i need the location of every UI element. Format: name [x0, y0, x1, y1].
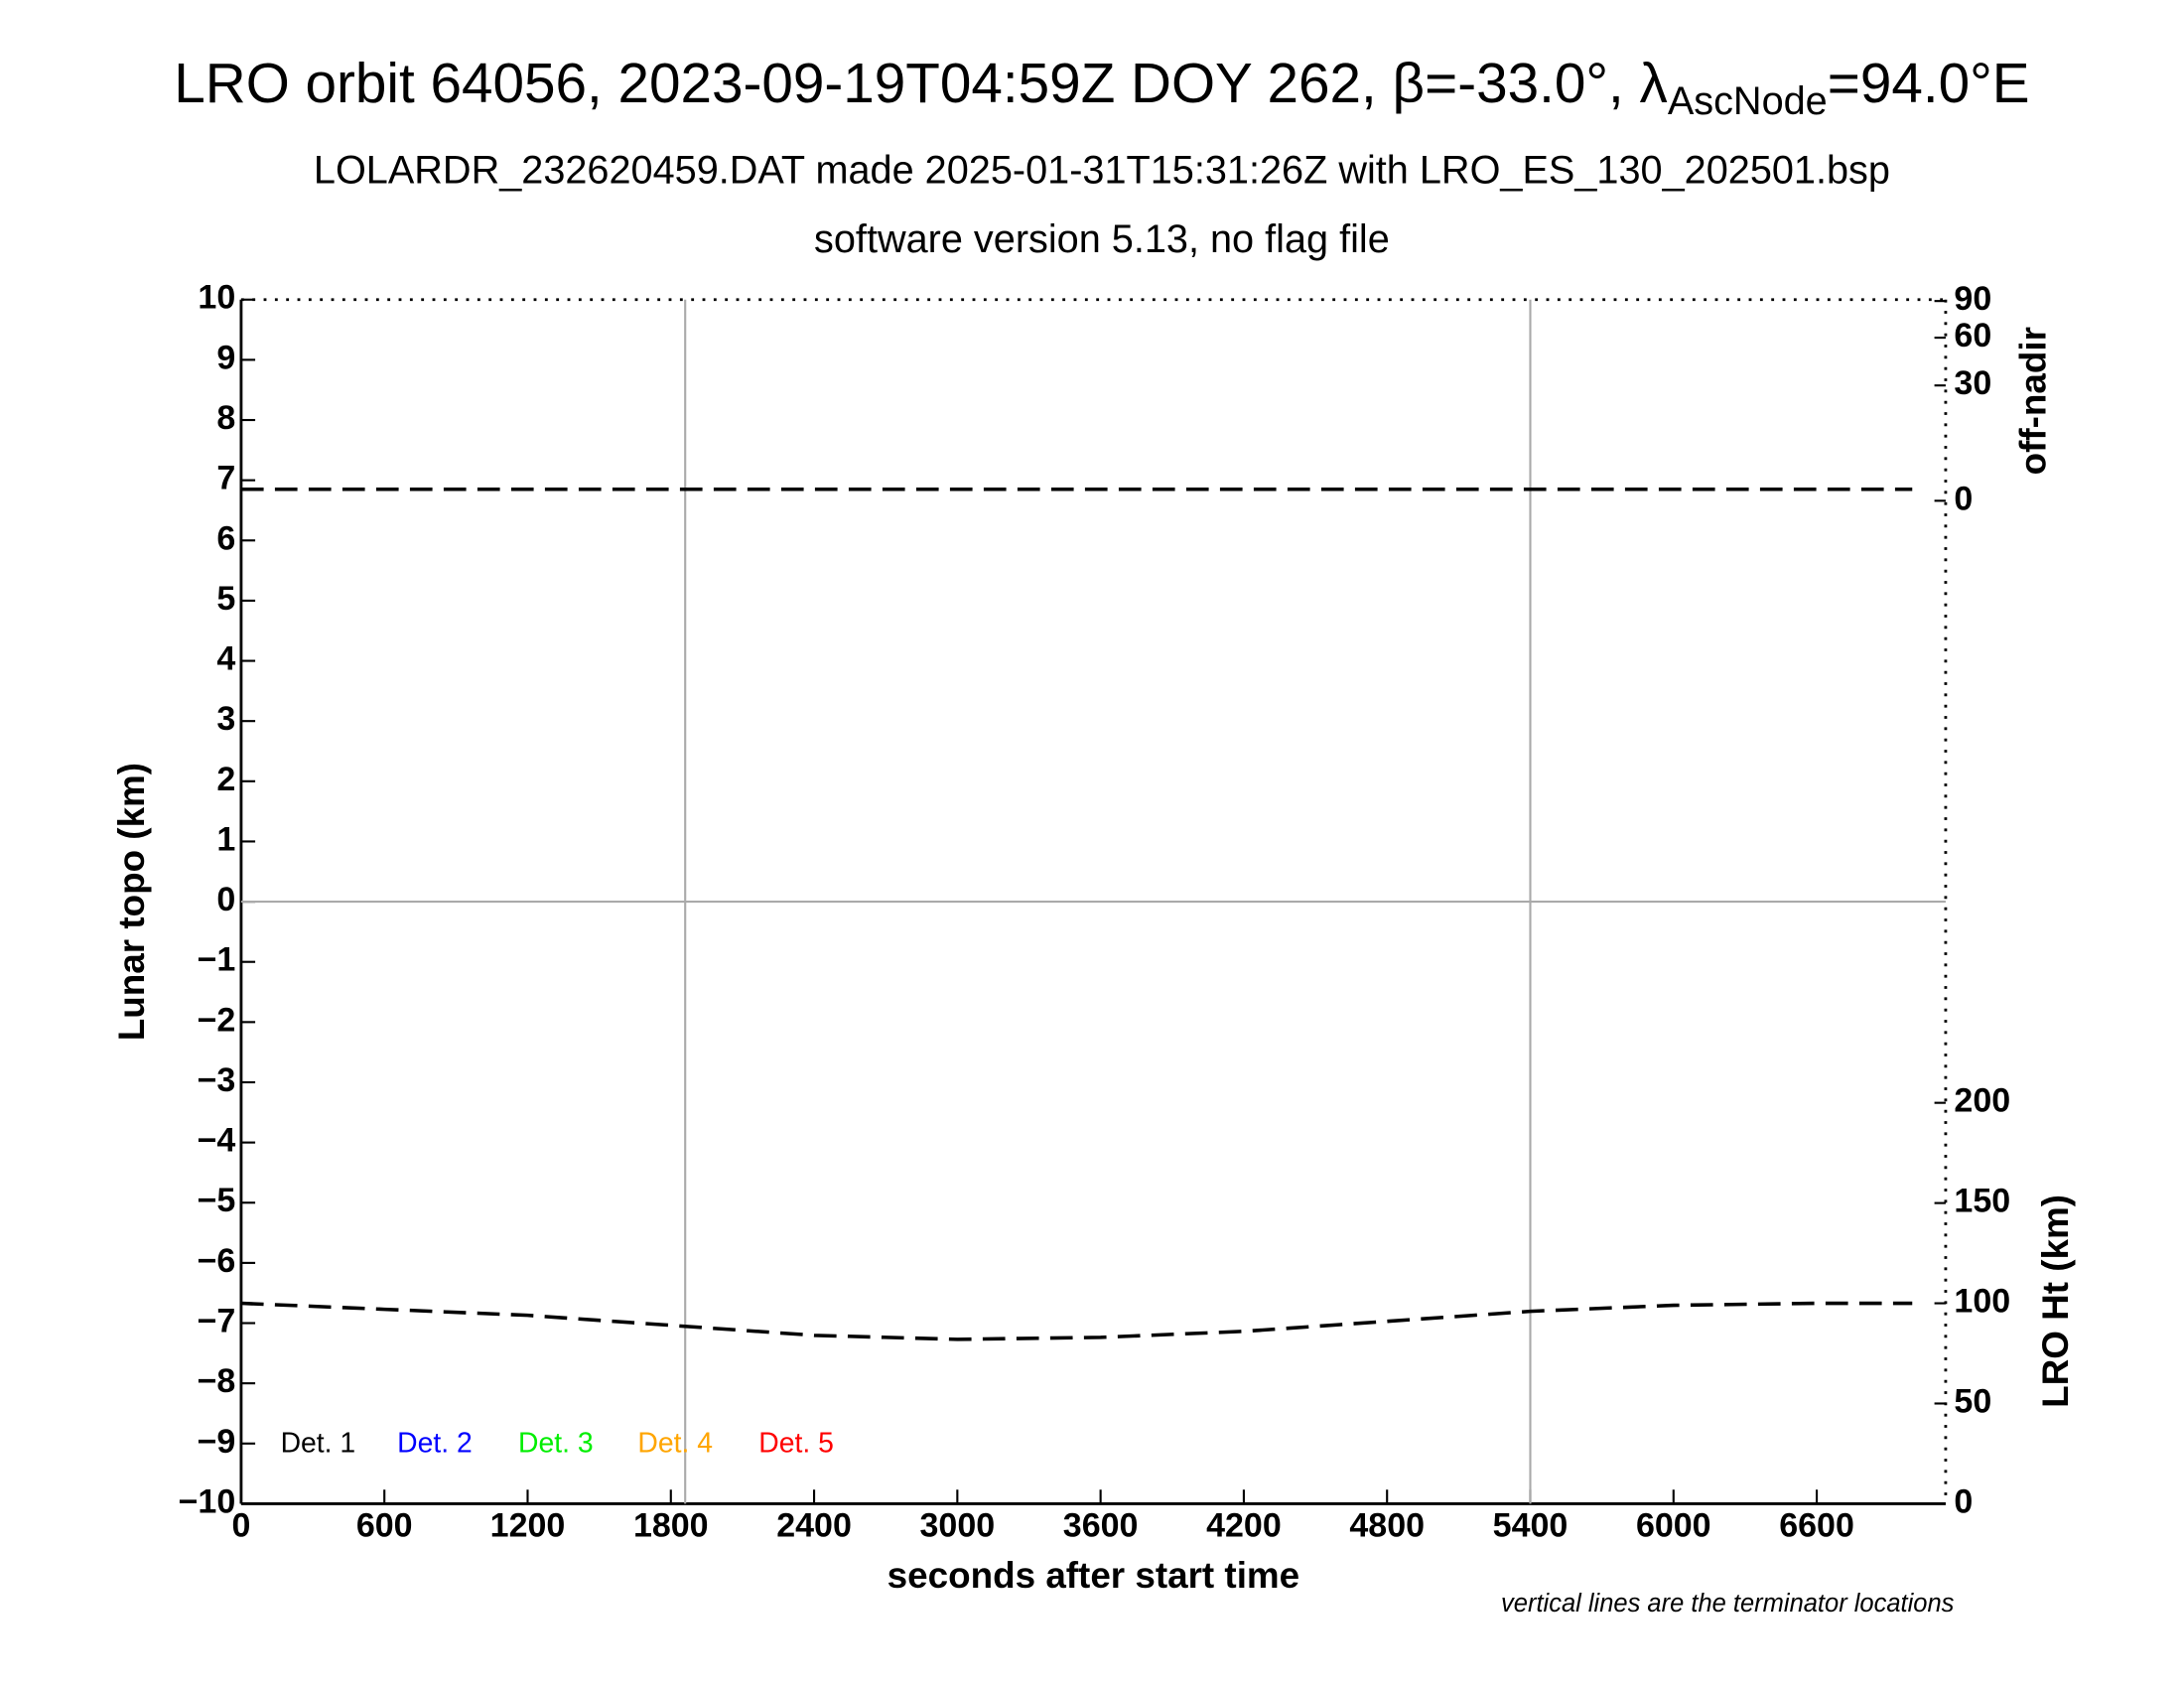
x-tick-label: 600	[356, 1506, 413, 1544]
y3-tick-label: 100	[1954, 1283, 2010, 1321]
y2-tick-label: 0	[1954, 480, 1973, 517]
x-tick-label: 1800	[633, 1506, 709, 1544]
y3-tick-label: 0	[1954, 1482, 1973, 1520]
y-tick-label: −6	[197, 1242, 235, 1280]
y-tick-label: 7	[216, 460, 235, 497]
x-tick-label: 3000	[920, 1506, 996, 1544]
y3-tick-label: 150	[1954, 1183, 2010, 1220]
x-tick-label: 4200	[1206, 1506, 1282, 1544]
y-tick-label: −7	[197, 1303, 235, 1340]
x-tick-label: 3600	[1063, 1506, 1139, 1544]
x-tick-label: 6600	[1779, 1506, 1854, 1544]
subtitle: LOLARDR_232620459.DAT made 2025-01-31T15…	[314, 149, 1890, 193]
y2-tick-label: 60	[1954, 317, 1991, 354]
y-tick-label: −8	[197, 1362, 235, 1400]
x-tick-label: 0	[231, 1506, 250, 1544]
y-tick-label: −9	[197, 1423, 235, 1461]
y-tick-label: 0	[216, 881, 235, 918]
y2-axis-label: off-nadir	[2012, 327, 2053, 475]
y-tick-label: 8	[216, 399, 235, 437]
y-tick-label: 1	[216, 820, 235, 858]
legend-entry: Det. 2	[397, 1427, 473, 1459]
title-subscript: AscNode	[1668, 79, 1828, 123]
y-tick-label: 10	[198, 279, 235, 317]
x-tick-label: 5400	[1493, 1506, 1569, 1544]
y-tick-label: 4	[216, 640, 235, 678]
x-tick-label: 2400	[776, 1506, 852, 1544]
legend-entry: Det. 5	[758, 1427, 834, 1459]
y2-tick-label: 30	[1954, 364, 1991, 402]
chart-title: LRO orbit 64056, 2023-09-19T04:59Z DOY 2…	[174, 53, 2029, 124]
x-tick-label: 4800	[1349, 1506, 1425, 1544]
y-tick-label: −10	[179, 1482, 236, 1520]
legend-entry: Det. 3	[518, 1427, 594, 1459]
title-main: LRO orbit 64056, 2023-09-19T04:59Z DOY 2…	[174, 53, 1668, 115]
legend-entry: Det. 4	[637, 1427, 713, 1459]
y-tick-label: −3	[197, 1061, 235, 1099]
y-tick-label: 9	[216, 339, 235, 376]
y-tick-label: −1	[197, 941, 235, 979]
x-axis-label: seconds after start time	[887, 1555, 1300, 1596]
x-tick-label: 1200	[490, 1506, 566, 1544]
note: vertical lines are the terminator locati…	[1501, 1590, 1955, 1618]
y2-tick-label: 90	[1954, 280, 1991, 318]
subtitle: software version 5.13, no flag file	[814, 217, 1390, 261]
title-suffix: =94.0°E	[1828, 53, 2030, 115]
y3-tick-label: 50	[1954, 1382, 1991, 1420]
y3-tick-label: 200	[1954, 1082, 2010, 1120]
series-line	[240, 1301, 1913, 1341]
y-tick-label: 5	[216, 580, 235, 618]
legend-entry: Det. 1	[281, 1427, 356, 1459]
y-tick-label: −2	[197, 1001, 235, 1039]
y-axis-label: Lunar topo (km)	[111, 763, 152, 1041]
y3-axis-label: LRO Ht (km)	[2035, 1195, 2076, 1408]
x-tick-label: 6000	[1636, 1506, 1711, 1544]
y-tick-label: −4	[197, 1122, 235, 1160]
y-tick-label: 2	[216, 761, 235, 798]
y-tick-label: 6	[216, 519, 235, 557]
y-tick-label: −5	[197, 1182, 235, 1219]
y-tick-label: 3	[216, 700, 235, 738]
